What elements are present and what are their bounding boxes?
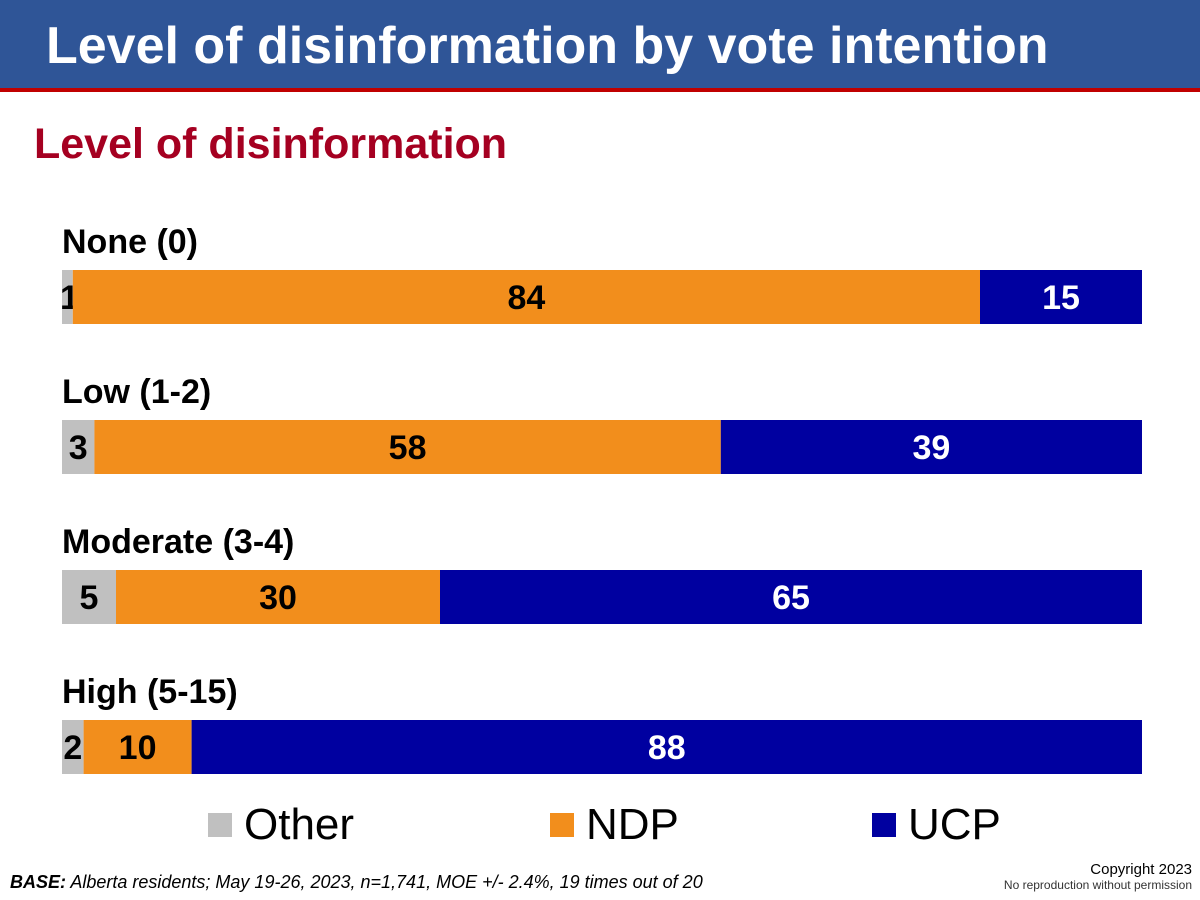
legend-label-other: Other: [244, 800, 355, 849]
bar-ucp-low-1-2: [720, 420, 1142, 474]
bar-other-none-0: [62, 270, 73, 324]
data-label-ndp-high-5-15: 10: [119, 729, 157, 767]
legend-label-ucp: UCP: [908, 800, 1001, 849]
legend-item-ucp: UCP: [872, 800, 1001, 850]
reproduction-notice: No reproduction without permission: [1003, 878, 1192, 892]
legend-item-other: Other: [208, 800, 354, 850]
data-label-other-high-5-15: 2: [63, 729, 82, 767]
data-label-ndp-moderate-3-4: 30: [259, 579, 297, 617]
data-label-ucp-low-1-2: 39: [912, 429, 950, 467]
legend-label-ndp: NDP: [586, 800, 679, 849]
copyright-text: Copyright 2023: [1090, 861, 1192, 878]
legend-item-ndp: NDP: [550, 800, 679, 850]
bar-ndp-low-1-2: [94, 420, 721, 474]
page-title: Level of disinformation by vote intentio…: [46, 17, 1049, 75]
bar-ndp-moderate-3-4: [116, 570, 440, 624]
category-label-none-0: None (0): [62, 223, 198, 261]
copyright-block: Copyright 2023 No reproduction without p…: [1004, 861, 1192, 893]
bar-other-high-5-15: [62, 720, 84, 774]
data-label-ucp-high-5-15: 88: [648, 729, 686, 767]
bar-ucp-high-5-15: [191, 720, 1143, 774]
legend-swatch-ndp: [550, 813, 574, 837]
title-banner: Level of disinformation by vote intentio…: [0, 0, 1200, 92]
data-label-ucp-moderate-3-4: 65: [772, 579, 810, 617]
bar-other-moderate-3-4: [62, 570, 116, 624]
category-label-high-5-15: High (5-15): [62, 673, 238, 711]
data-label-ndp-none-0: 84: [507, 279, 545, 317]
bar-ucp-moderate-3-4: [440, 570, 1142, 624]
data-label-ucp-none-0: 15: [1042, 279, 1080, 317]
category-label-low-1-2: Low (1-2): [62, 373, 211, 411]
bar-ndp-high-5-15: [83, 720, 192, 774]
legend-swatch-ucp: [872, 813, 896, 837]
bar-other-low-1-2: [62, 420, 95, 474]
data-label-ndp-low-1-2: 58: [389, 429, 427, 467]
bar-ucp-none-0: [980, 270, 1142, 324]
base-text: Alberta residents; May 19-26, 2023, n=1,…: [66, 872, 703, 892]
legend-swatch-other: [208, 813, 232, 837]
bar-ndp-none-0: [72, 270, 981, 324]
data-label-other-low-1-2: 3: [69, 429, 88, 467]
category-label-moderate-3-4: Moderate (3-4): [62, 523, 294, 561]
data-label-other-moderate-3-4: 5: [80, 579, 99, 617]
chart-title: Level of disinformation: [34, 120, 508, 168]
base-label: BASE:: [10, 872, 67, 892]
base-note: BASE: Alberta residents; May 19-26, 2023…: [10, 872, 703, 893]
